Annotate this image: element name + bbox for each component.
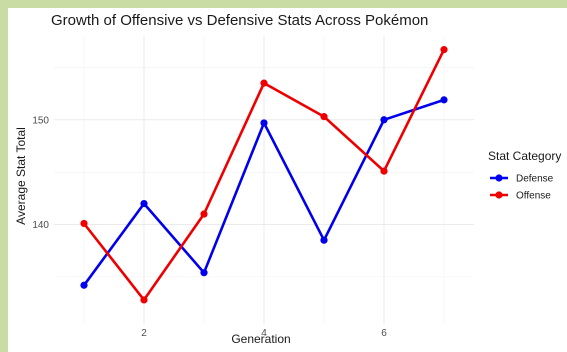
y-tick-label: 150	[32, 115, 49, 126]
legend-label: Offense	[516, 191, 551, 202]
series-layer	[80, 46, 448, 304]
x-tick-label: 4	[261, 328, 267, 339]
data-point-defense	[200, 269, 208, 277]
gridlines	[54, 36, 474, 324]
x-tick-label: 6	[381, 328, 387, 339]
chart-title: Growth of Offensive vs Defensive Stats A…	[51, 12, 428, 29]
legend-label: Defense	[516, 174, 554, 185]
chart-frame: Growth of Offensive vs Defensive Stats A…	[8, 8, 567, 352]
legend: Stat Category Defense Offense	[488, 149, 561, 202]
data-point-offense	[260, 79, 268, 87]
legend-title: Stat Category	[488, 149, 561, 163]
data-point-offense	[140, 296, 148, 304]
data-point-offense	[200, 210, 208, 218]
y-tick-label: 140	[32, 220, 49, 231]
line-chart: Growth of Offensive vs Defensive Stats A…	[14, 12, 561, 346]
plot-area: 2 4 6 140 150	[32, 36, 474, 339]
data-point-offense	[320, 113, 328, 121]
x-axis-title: Generation	[231, 332, 290, 346]
data-point-defense	[320, 236, 328, 244]
data-point-offense	[380, 167, 388, 175]
y-axis-title: Average Stat Total	[14, 127, 28, 225]
data-point-defense	[380, 116, 388, 124]
data-point-offense	[440, 46, 448, 54]
legend-key-point	[495, 174, 503, 182]
x-tick-label: 2	[141, 328, 147, 339]
data-point-defense	[440, 96, 448, 104]
data-point-offense	[80, 219, 88, 228]
legend-key-point	[495, 191, 503, 199]
data-point-defense	[80, 281, 88, 289]
data-point-defense	[140, 199, 148, 208]
tick-labels: 2 4 6 140 150	[32, 115, 387, 339]
data-point-defense	[260, 119, 268, 127]
